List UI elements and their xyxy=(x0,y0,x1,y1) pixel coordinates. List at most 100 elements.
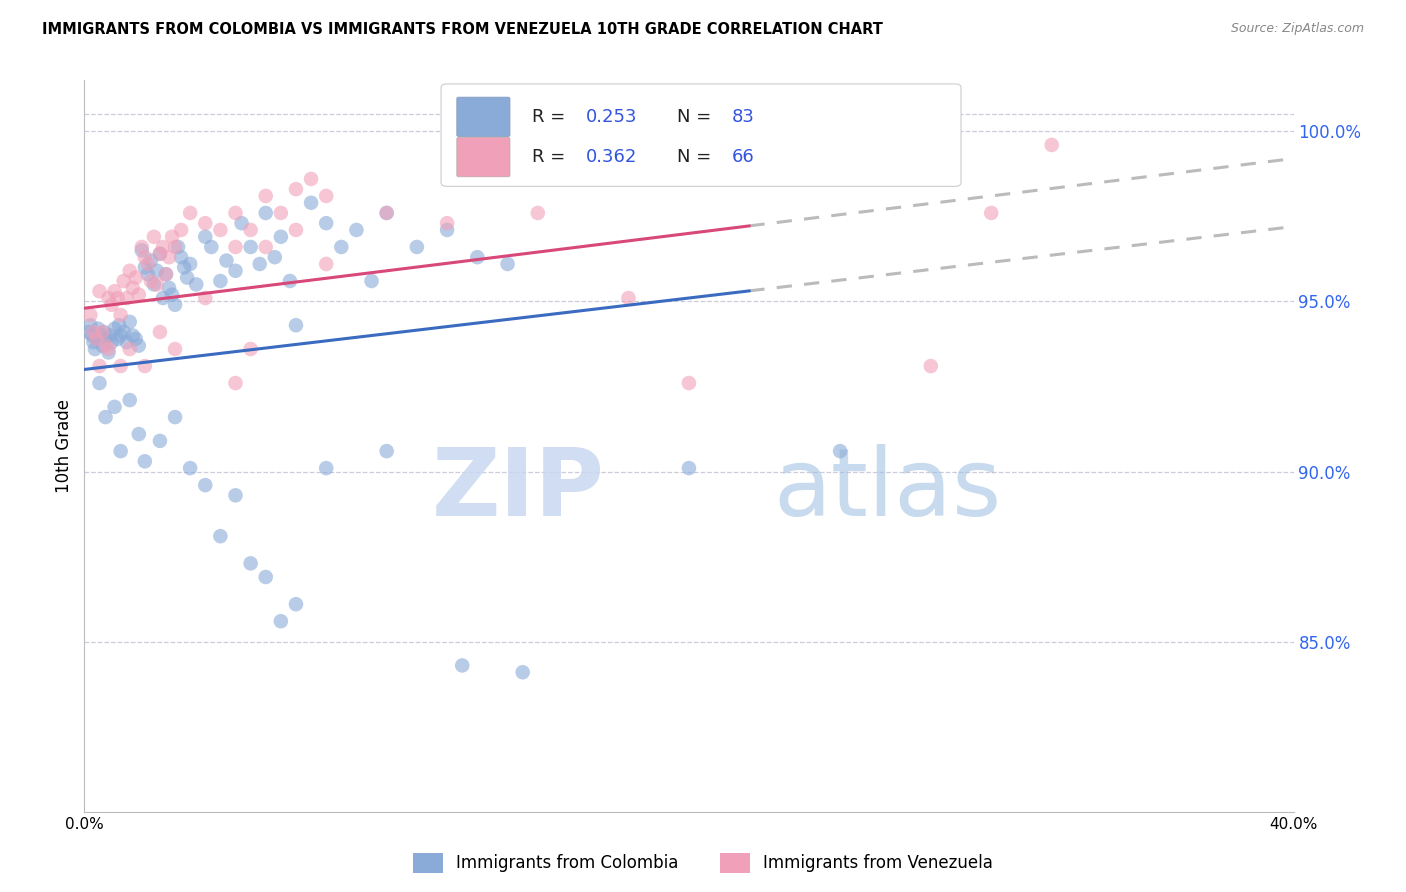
Point xyxy=(91,325,114,339)
Point xyxy=(527,206,550,220)
Point xyxy=(225,488,247,502)
Y-axis label: 10th Grade: 10th Grade xyxy=(55,399,73,493)
Point xyxy=(239,557,262,571)
Point xyxy=(134,359,156,373)
Point xyxy=(346,223,368,237)
Point xyxy=(617,291,640,305)
Point xyxy=(128,338,150,352)
Point xyxy=(436,223,458,237)
Point xyxy=(134,454,156,468)
Point xyxy=(121,281,143,295)
Point xyxy=(149,434,172,448)
Point xyxy=(254,240,277,254)
Point xyxy=(375,206,398,220)
Point xyxy=(209,223,232,237)
Point xyxy=(89,376,111,390)
Point xyxy=(110,444,132,458)
Point xyxy=(194,229,217,244)
Point xyxy=(87,321,110,335)
Point xyxy=(375,444,398,458)
Point xyxy=(278,274,301,288)
Text: N =: N = xyxy=(676,148,711,166)
Point xyxy=(110,308,132,322)
Point xyxy=(451,658,474,673)
Point xyxy=(155,267,177,281)
Point xyxy=(152,240,174,254)
Point xyxy=(225,264,247,278)
Point xyxy=(215,253,238,268)
Point xyxy=(146,264,169,278)
Point xyxy=(360,274,382,288)
Point xyxy=(118,264,141,278)
Point xyxy=(89,284,111,298)
Point xyxy=(107,291,129,305)
Point xyxy=(263,250,285,264)
Point xyxy=(225,240,247,254)
Point xyxy=(112,325,135,339)
Point xyxy=(315,461,337,475)
Point xyxy=(107,332,129,346)
Point xyxy=(139,274,162,288)
Point xyxy=(136,267,159,281)
Point xyxy=(225,206,247,220)
Point xyxy=(139,253,162,268)
Point xyxy=(436,216,458,230)
Point xyxy=(149,247,172,261)
Text: IMMIGRANTS FROM COLOMBIA VS IMMIGRANTS FROM VENEZUELA 10TH GRADE CORRELATION CHA: IMMIGRANTS FROM COLOMBIA VS IMMIGRANTS F… xyxy=(42,22,883,37)
Point xyxy=(115,335,138,350)
Point xyxy=(254,189,277,203)
Point xyxy=(678,461,700,475)
Point xyxy=(97,342,120,356)
Point xyxy=(118,315,141,329)
Point xyxy=(142,229,165,244)
Point xyxy=(209,274,232,288)
Point xyxy=(125,270,148,285)
Point xyxy=(678,376,700,390)
Point xyxy=(980,206,1002,220)
Point xyxy=(270,206,292,220)
Point xyxy=(104,321,127,335)
Point xyxy=(77,325,100,339)
Point xyxy=(179,461,201,475)
Point xyxy=(231,216,253,230)
Point xyxy=(86,332,108,346)
Point xyxy=(104,284,127,298)
Point xyxy=(112,274,135,288)
Point xyxy=(170,250,193,264)
Point xyxy=(225,376,247,390)
Point xyxy=(94,332,117,346)
Text: N =: N = xyxy=(676,108,711,126)
Point xyxy=(104,400,127,414)
Text: R =: R = xyxy=(531,148,565,166)
Point xyxy=(134,250,156,264)
Point xyxy=(115,291,138,305)
Point xyxy=(82,335,104,350)
Point xyxy=(165,342,187,356)
Point xyxy=(160,229,183,244)
Point xyxy=(315,189,337,203)
Point xyxy=(118,342,141,356)
Point xyxy=(131,244,153,258)
Point xyxy=(134,260,156,275)
Point xyxy=(239,223,262,237)
Point xyxy=(239,342,262,356)
Point xyxy=(285,223,308,237)
Point xyxy=(467,250,489,264)
Point xyxy=(80,328,103,343)
Point xyxy=(89,328,111,343)
Point xyxy=(512,665,534,680)
FancyBboxPatch shape xyxy=(441,84,962,186)
Point xyxy=(239,240,262,254)
Point xyxy=(146,277,169,292)
Point xyxy=(89,359,111,373)
Point xyxy=(155,267,177,281)
Point xyxy=(165,240,187,254)
Point xyxy=(121,328,143,343)
Text: ZIP: ZIP xyxy=(432,444,605,536)
Point xyxy=(97,291,120,305)
Point xyxy=(194,478,217,492)
Text: 0.362: 0.362 xyxy=(586,148,637,166)
Point xyxy=(186,277,208,292)
Text: 0.253: 0.253 xyxy=(586,108,638,126)
Point xyxy=(299,172,322,186)
